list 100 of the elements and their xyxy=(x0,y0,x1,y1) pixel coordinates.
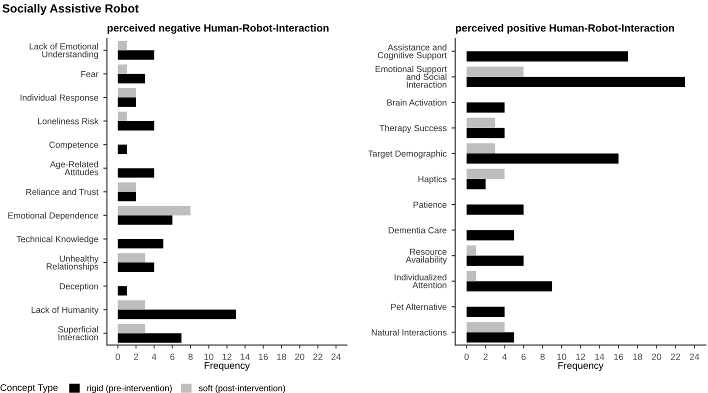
bar xyxy=(466,204,524,215)
bar xyxy=(118,286,127,296)
y-tick-label: Deception xyxy=(60,282,98,292)
x-tick-label: 2 xyxy=(134,354,138,360)
bar xyxy=(118,300,146,310)
bar xyxy=(118,192,136,202)
x-tick-label: 8 xyxy=(188,354,193,360)
bar xyxy=(118,121,154,130)
y-tick-label: Emotional Support and Social Interaction xyxy=(376,66,447,88)
y-tick-label: Natural Interactions xyxy=(372,329,447,336)
bar xyxy=(118,144,127,154)
bar xyxy=(466,332,514,342)
bar xyxy=(466,322,505,332)
bar xyxy=(118,238,164,248)
y-tick-label: Target Demographic xyxy=(368,150,447,158)
bar xyxy=(466,143,496,154)
bar xyxy=(466,306,505,317)
x-axis-title: Frequency xyxy=(204,362,250,371)
y-tick-label: Emotional Dependence xyxy=(8,212,98,220)
bar xyxy=(466,168,505,180)
bar xyxy=(466,245,476,256)
y-tick-label: Brain Activation xyxy=(387,99,446,106)
bar xyxy=(118,168,154,178)
x-tick-label: 20 xyxy=(295,354,304,360)
x-tick-label: 4 xyxy=(152,354,156,360)
x-tick-label: 10 xyxy=(204,354,214,360)
x-tick-label: 22 xyxy=(670,354,680,360)
x-tick-label: 6 xyxy=(522,354,526,360)
y-tick-label: Reliance and Trust xyxy=(26,188,99,196)
bar xyxy=(466,128,505,138)
y-tick-label: Assistance and Cognitive Support xyxy=(378,44,447,60)
bar xyxy=(118,206,191,216)
y-tick-label: Superficial Interaction xyxy=(58,326,98,340)
x-tick-label: 12 xyxy=(576,354,586,360)
bar xyxy=(466,153,619,164)
x-tick-label: 4 xyxy=(502,354,507,360)
y-tick-label: Therapy Success xyxy=(380,124,447,133)
bar xyxy=(466,66,524,77)
bar xyxy=(118,182,136,192)
chart-title: perceived positive Human-Robot-Interaction xyxy=(456,24,674,34)
x-tick-label: 8 xyxy=(540,354,545,360)
y-tick-label: Lack of Emotional Understanding xyxy=(30,43,98,60)
y-tick-label: Resource Availability xyxy=(406,248,447,264)
bar xyxy=(118,40,127,50)
x-tick-label: 0 xyxy=(464,354,469,360)
x-tick-label: 12 xyxy=(222,354,232,360)
bar xyxy=(118,112,127,122)
y-tick-label: Haptics xyxy=(418,176,447,184)
text: Socially Assistive Robot xyxy=(2,4,139,15)
chart-title: perceived negative Human-Robot-Interaction xyxy=(108,24,329,34)
bar xyxy=(118,310,236,320)
bar xyxy=(118,262,154,272)
bar xyxy=(466,281,552,292)
x-tick-label: 16 xyxy=(614,354,624,360)
y-tick-label: Patience xyxy=(414,201,447,208)
bar xyxy=(118,324,146,334)
bar xyxy=(466,102,505,113)
x-tick-label: 22 xyxy=(313,354,322,360)
y-tick-label: Fear xyxy=(81,71,98,78)
x-tick-label: 14 xyxy=(240,354,250,360)
x-tick-label: 20 xyxy=(652,354,662,360)
x-tick-label: 6 xyxy=(170,354,174,360)
y-tick-label: Lack of Humanity xyxy=(32,306,99,315)
x-tick-label: 0 xyxy=(116,354,120,360)
x-tick-label: 2 xyxy=(484,354,488,360)
legend-title: Concept Type xyxy=(0,384,58,393)
bar xyxy=(118,97,136,107)
x-tick-label: 16 xyxy=(258,354,268,360)
y-tick-label: Pet Alternative xyxy=(391,304,447,310)
y-tick-label: Competence xyxy=(49,142,98,150)
x-tick-label: 24 xyxy=(331,354,341,360)
y-tick-label: Individual Response xyxy=(20,94,98,102)
y-tick-label: Age-Related Attitudes xyxy=(50,160,98,176)
legend-label: rigid (pre-intervention) xyxy=(87,384,172,393)
bar xyxy=(118,88,136,98)
y-tick-label: Unhealthy Relationships xyxy=(46,255,99,272)
legend-label: soft (post-intervention) xyxy=(198,384,286,393)
x-tick-label: 18 xyxy=(277,354,286,360)
x-tick-label: 10 xyxy=(557,354,566,360)
bar xyxy=(466,179,486,190)
y-tick-label: Dementia Care xyxy=(388,226,447,234)
bar xyxy=(118,64,127,74)
bar xyxy=(466,256,524,266)
y-tick-label: Individualized Attention xyxy=(394,274,446,288)
bar xyxy=(466,76,685,88)
x-tick-label: 14 xyxy=(595,354,604,360)
bar xyxy=(466,230,514,240)
bar xyxy=(118,333,182,343)
bar xyxy=(466,270,476,282)
bar xyxy=(118,215,172,225)
x-tick-label: 18 xyxy=(633,354,642,360)
bar xyxy=(466,118,496,128)
bar xyxy=(118,74,146,84)
y-tick-label: Loneliness Risk xyxy=(38,118,99,124)
bar xyxy=(118,50,154,60)
bar xyxy=(118,253,146,263)
x-axis-title: Frequency xyxy=(558,362,604,371)
y-tick-label: Technical Knowledge xyxy=(16,236,98,244)
bar xyxy=(466,51,628,62)
x-tick-label: 24 xyxy=(690,354,700,360)
